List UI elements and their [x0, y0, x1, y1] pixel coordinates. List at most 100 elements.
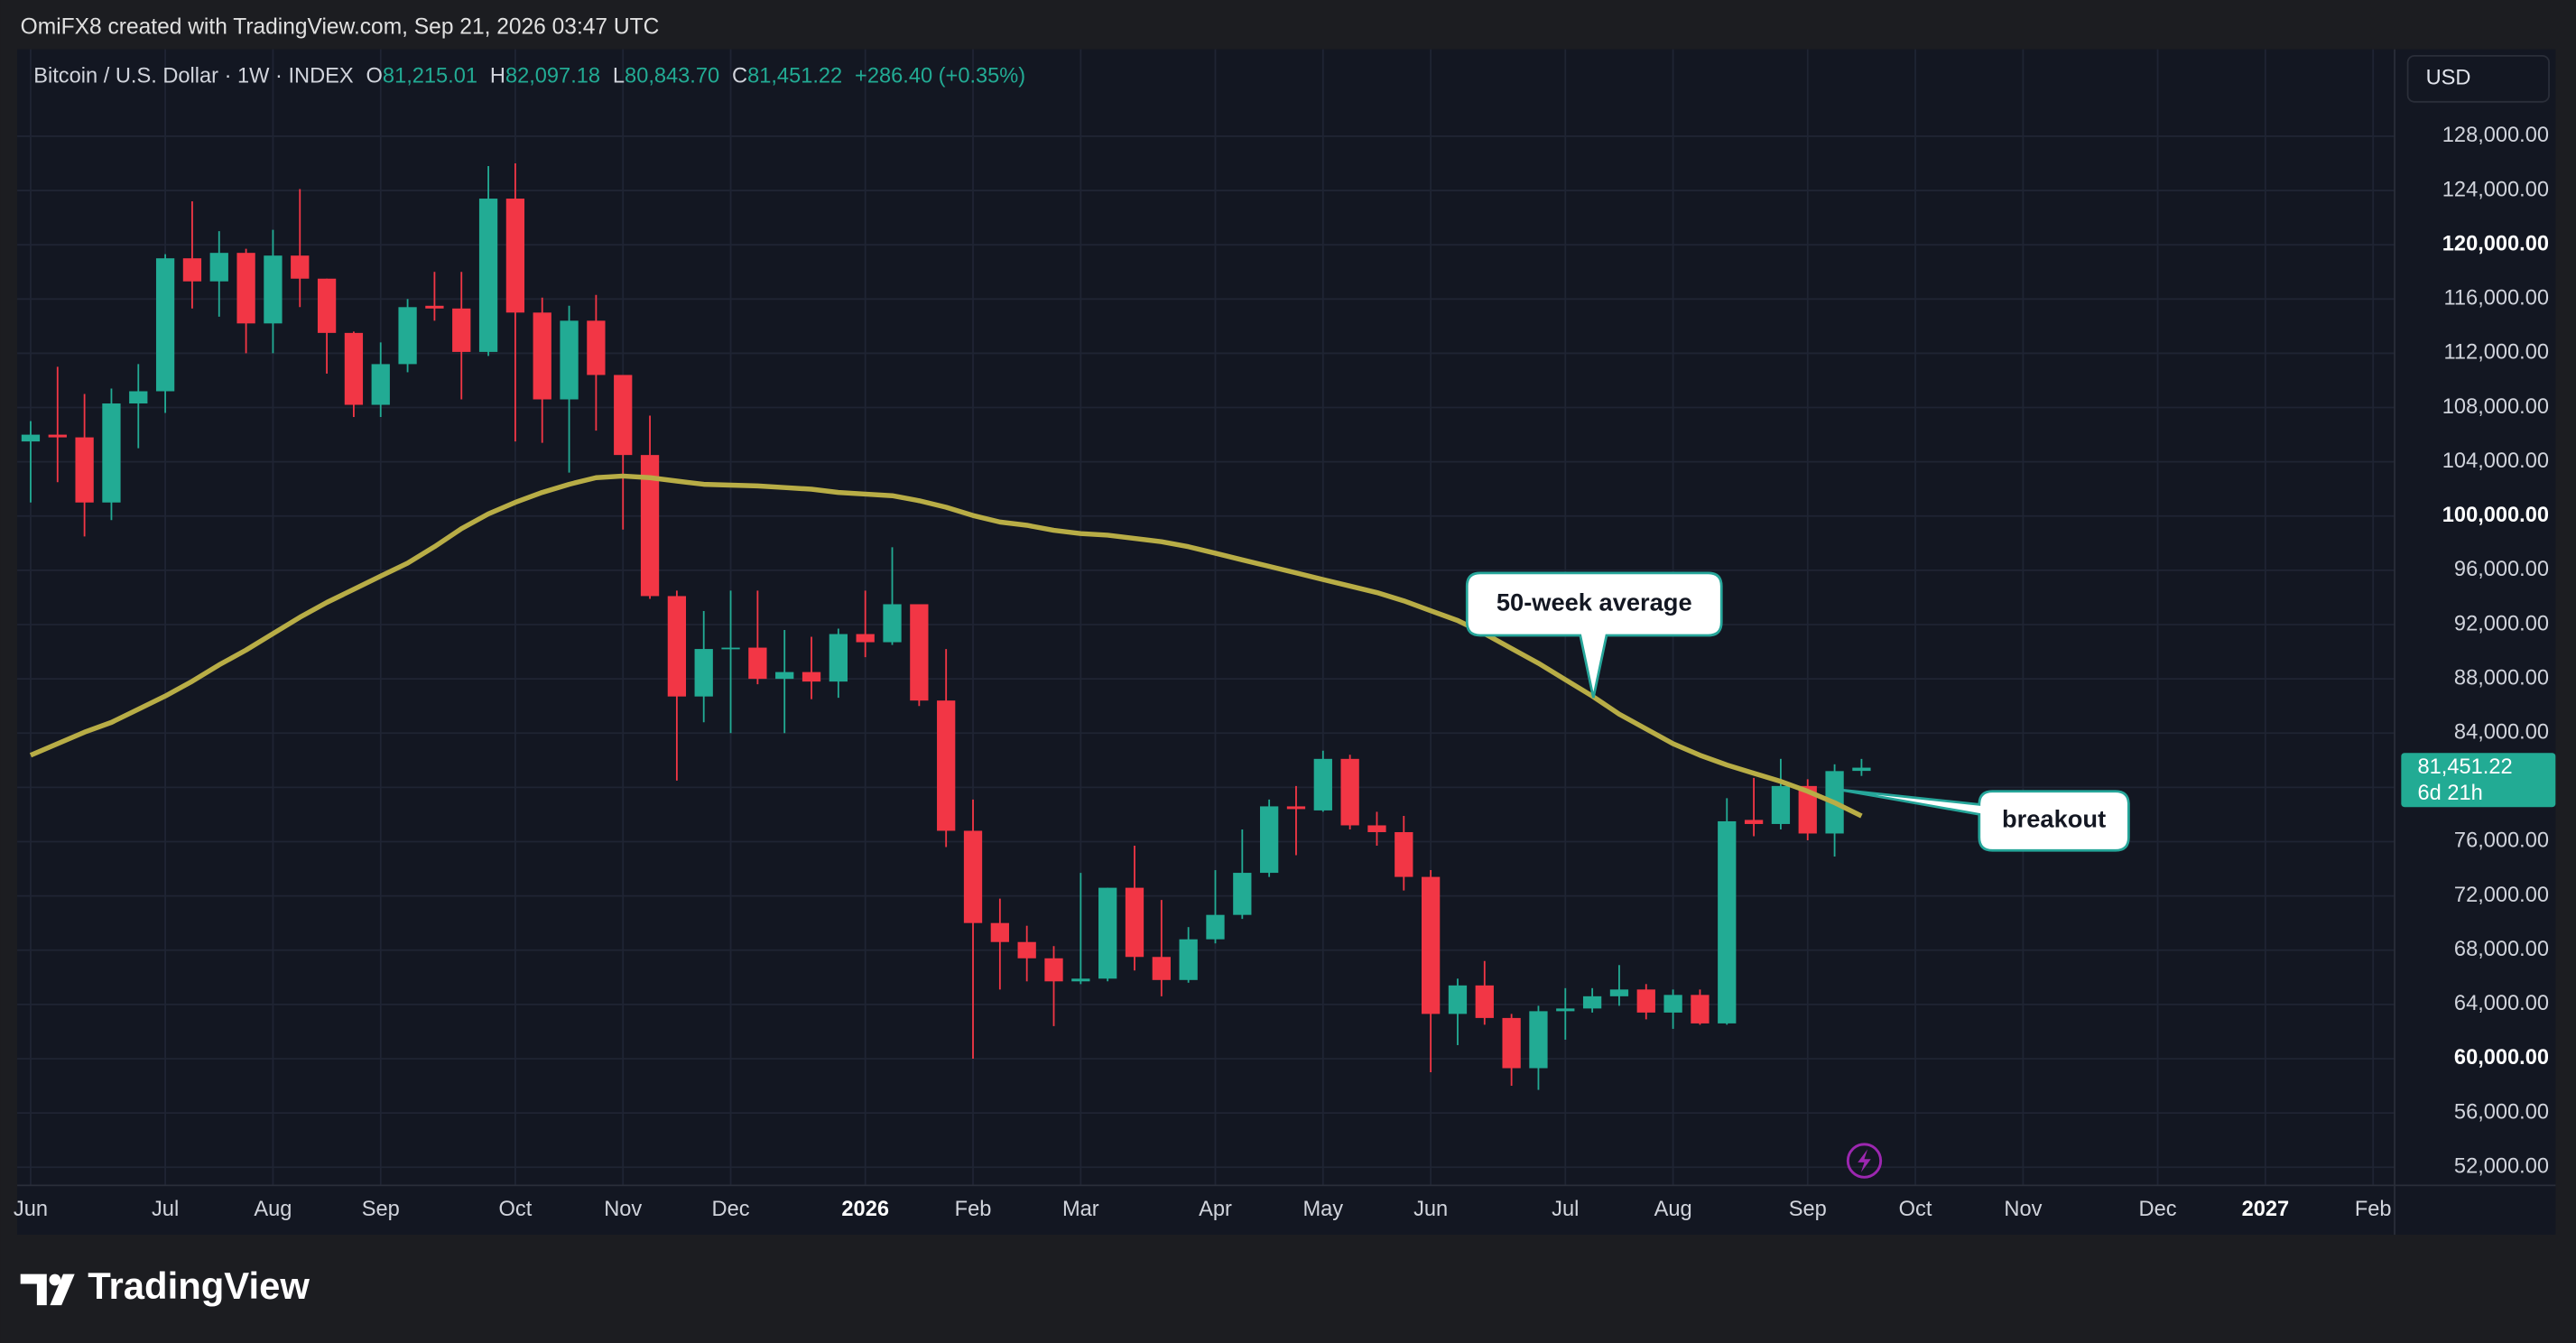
- brand: TradingView: [20, 1264, 310, 1307]
- candle-body: [560, 320, 579, 400]
- x-tick-label: 2026: [841, 1198, 889, 1221]
- candle-body: [1663, 995, 1682, 1013]
- y-tick-label: 104,000.00: [2442, 449, 2549, 473]
- candle-body: [1718, 820, 1737, 1023]
- close-value: 81,451.22: [747, 65, 842, 88]
- candle-body: [478, 199, 498, 352]
- y-tick-label: 52,000.00: [2454, 1154, 2549, 1178]
- lightning-icon[interactable]: [1846, 1143, 1883, 1179]
- candle-body: [129, 391, 148, 404]
- candle-body: [1556, 1008, 1575, 1012]
- y-tick-label: 120,000.00: [2442, 232, 2549, 255]
- y-tick-label: 124,000.00: [2442, 178, 2549, 201]
- candle-body: [1609, 989, 1629, 996]
- symbol: Bitcoin / U.S. Dollar · 1W · INDEX: [33, 65, 354, 88]
- y-tick-label: 96,000.00: [2454, 558, 2549, 581]
- x-tick-label: Jun: [14, 1198, 48, 1221]
- candle-body: [640, 455, 660, 597]
- x-tick-label: Feb: [2355, 1198, 2392, 1221]
- candle-body: [775, 672, 794, 680]
- x-tick-label: Mar: [1062, 1198, 1099, 1221]
- candle-body: [1098, 887, 1117, 979]
- candle-body: [963, 830, 983, 923]
- candle-body: [155, 258, 175, 392]
- currency-button[interactable]: [2406, 54, 2550, 103]
- candles: [21, 162, 1871, 1090]
- x-tick-label: Nov: [2004, 1198, 2042, 1221]
- credit: OmiFX8 created with TradingView.com, Sep…: [21, 14, 660, 39]
- candle-body: [910, 604, 929, 701]
- candle-body: [1340, 758, 1359, 826]
- currency[interactable]: USD: [2426, 67, 2471, 90]
- candle-body: [1529, 1011, 1548, 1069]
- candle-body: [1017, 941, 1036, 959]
- icon-ring[interactable]: [1846, 1143, 1883, 1179]
- candle-body: [371, 364, 390, 405]
- candle-body: [1582, 996, 1602, 1009]
- x-tick-label: Sep: [362, 1198, 400, 1221]
- l-label: L: [613, 65, 625, 88]
- candle-body: [748, 647, 767, 680]
- candle-body: [1125, 887, 1144, 958]
- y-tick-label: 128,000.00: [2442, 124, 2549, 147]
- h-label: H: [490, 65, 505, 88]
- candle-body: [1313, 758, 1332, 810]
- y-tick-label: 108,000.00: [2442, 395, 2549, 419]
- x-tick-label: Jul: [152, 1198, 179, 1221]
- candle-body: [883, 604, 902, 643]
- x-tick-label: Jun: [1413, 1198, 1448, 1221]
- legend: Bitcoin / U.S. Dollar · 1W · INDEX O81,2…: [33, 65, 1025, 88]
- candle-body: [1071, 978, 1090, 982]
- y-tick-label: 84,000.00: [2454, 721, 2549, 745]
- candle-body: [1044, 958, 1063, 982]
- annotation-ma: 50-week average: [1465, 571, 1723, 699]
- candle-body: [1286, 806, 1306, 810]
- candle-body: [425, 305, 444, 309]
- change: +286.40 (+0.35%): [855, 65, 1025, 88]
- x-tick-label: Feb: [955, 1198, 992, 1221]
- candle-body: [1691, 995, 1710, 1023]
- high-value: 82,097.18: [505, 65, 600, 88]
- candle-body: [75, 437, 94, 503]
- y-tick-label: 56,000.00: [2454, 1100, 2549, 1124]
- icon-bolt[interactable]: [1858, 1149, 1871, 1172]
- candle-body: [721, 647, 740, 650]
- x-tick-label: Dec: [712, 1198, 750, 1221]
- moving-average: [29, 473, 1863, 819]
- candle-body: [209, 253, 228, 282]
- x-tick-label: Aug: [1654, 1198, 1692, 1221]
- chart-pane: [17, 49, 2556, 1235]
- candle-body: [291, 255, 310, 279]
- y-tick-label: 72,000.00: [2454, 884, 2549, 907]
- brand-name: TradingView: [88, 1264, 310, 1307]
- candle-body: [1233, 873, 1252, 915]
- x-tick-label: May: [1302, 1198, 1343, 1221]
- candle-body: [452, 308, 471, 352]
- logo-dot: [49, 1274, 61, 1286]
- x-tick-label: Nov: [604, 1198, 642, 1221]
- candle-body: [937, 700, 956, 831]
- candle-body: [533, 312, 551, 400]
- candle-body: [1206, 914, 1225, 940]
- y-tick-label: 88,000.00: [2454, 666, 2549, 690]
- candle-body: [802, 672, 821, 682]
- annotation-text: 50-week average: [1496, 588, 1692, 616]
- candle-body: [1448, 985, 1468, 1014]
- last-price-tag: 81,451.22 6d 21h: [2401, 753, 2556, 808]
- last-price: 81,451.22: [2418, 755, 2513, 779]
- x-tick-label: 2027: [2242, 1198, 2290, 1221]
- y-tick-label: 112,000.00: [2444, 341, 2550, 365]
- candle-body: [236, 253, 255, 324]
- y-tick-label: 60,000.00: [2454, 1046, 2549, 1070]
- c-label: C: [732, 65, 747, 88]
- logo-v: [50, 1274, 75, 1306]
- low-value: 80,843.70: [625, 65, 719, 88]
- x-tick-label: Dec: [2139, 1198, 2177, 1221]
- candle-body: [587, 320, 606, 375]
- candle-body: [667, 596, 687, 697]
- candle-body: [1744, 820, 1764, 824]
- candle-body: [694, 649, 713, 697]
- logo-t: [20, 1274, 47, 1306]
- y-tick-label: 68,000.00: [2454, 938, 2549, 961]
